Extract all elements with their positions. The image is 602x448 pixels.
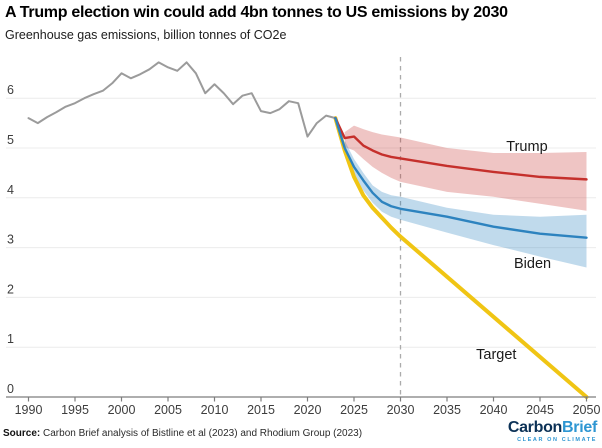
x-tick-label: 1995	[61, 403, 89, 417]
y-tick-label: 4	[7, 183, 14, 197]
logo-carbon: Carbon	[507, 418, 563, 436]
carbonbrief-logo: CarbonBrief CLEAR ON CLIMATE	[507, 418, 597, 444]
series-label-biden: Biden	[514, 256, 552, 273]
y-tick-label: 2	[7, 282, 14, 296]
chart-title: A Trump election win could add 4bn tonne…	[5, 4, 508, 21]
series-label-target: Target	[476, 347, 517, 364]
x-tick-label: 2035	[433, 403, 461, 417]
logo-wordmark: CarbonBrief	[507, 418, 597, 436]
source-note: Source: Carbon Brief analysis of Bistlin…	[3, 428, 362, 439]
logo-brief: Brief	[562, 418, 597, 436]
y-tick-label: 1	[7, 332, 14, 346]
x-tick-label: 2000	[108, 403, 136, 417]
x-tick-label: 2040	[480, 403, 508, 417]
y-tick-label: 0	[7, 382, 14, 396]
source-label: Source:	[3, 428, 41, 439]
x-tick-label: 2025	[340, 403, 368, 417]
series-label-trump: Trump	[506, 139, 548, 155]
source-text: Carbon Brief analysis of Bistline et al …	[40, 428, 363, 439]
x-tick-label: 2050	[573, 403, 601, 417]
y-tick-label: 3	[7, 233, 14, 247]
series-biden-line	[334, 116, 588, 239]
x-tick-label: 2005	[154, 403, 182, 417]
series-trump-line	[334, 116, 588, 181]
series-historical-line	[27, 61, 337, 138]
logo-tagline: CLEAR ON CLIMATE	[517, 436, 597, 443]
series-target-line	[333, 116, 589, 399]
series-biden-band	[344, 140, 587, 268]
x-tick-label: 1990	[15, 403, 43, 417]
x-tick-label: 2010	[201, 403, 229, 417]
x-tick-label: 2045	[526, 403, 554, 417]
x-tick-label: 2030	[387, 403, 415, 417]
x-tick-label: 2015	[247, 403, 275, 417]
x-tick-label: 2020	[294, 403, 322, 417]
y-tick-label: 6	[7, 83, 14, 97]
chart-subtitle: Greenhouse gas emissions, billion tonnes…	[5, 28, 287, 42]
y-tick-label: 5	[7, 133, 14, 147]
